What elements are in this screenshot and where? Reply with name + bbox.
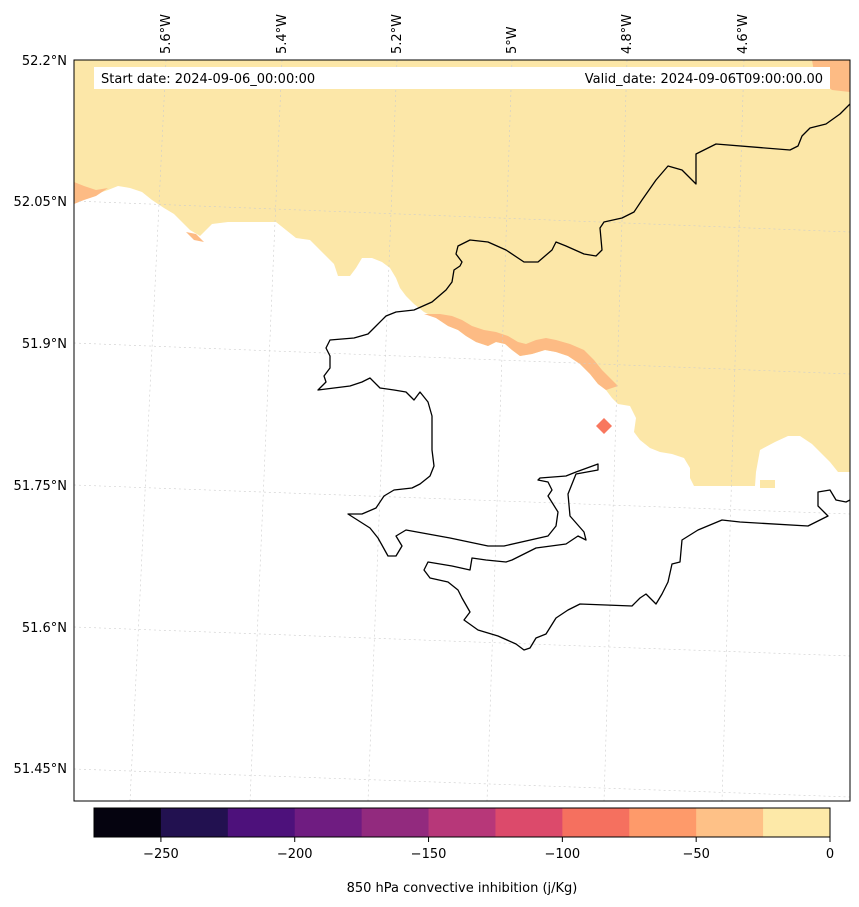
colorbar-frame	[93, 807, 831, 838]
colorbar-swatch	[428, 808, 496, 837]
colorbar-tick-label: −150	[411, 847, 447, 862]
meridian-5w	[486, 60, 513, 801]
colorbar-swatch	[294, 808, 363, 837]
cin-band-m25-to-m50-patch	[186, 232, 204, 242]
date-info-box: Start date: 2024-09-06_00:00:00 Valid_da…	[94, 67, 830, 89]
cin-band-m25-to-m50-west-edge	[74, 182, 108, 204]
cin-band-m75-to-m100-cell	[596, 418, 612, 434]
lat-label: 51.75°N	[14, 479, 67, 494]
lat-label: 51.45°N	[14, 762, 67, 777]
graticule	[74, 60, 850, 801]
colorbar-title: 850 hPa convective inhibition (j/Kg)	[347, 881, 578, 896]
valid-date-label: Valid_date: 2024-09-06T09:00:00.00	[585, 72, 823, 87]
colorbar-ticks: −250 −200 −150 −100 −50 0	[143, 837, 834, 862]
lat-label: 52.05°N	[14, 195, 67, 210]
colorbar-swatch	[94, 808, 162, 837]
lat-label: 52.2°N	[22, 54, 67, 69]
map-plot-area	[73, 59, 851, 802]
colorbar-swatch	[495, 808, 563, 837]
lat-label: 51.9°N	[22, 337, 67, 352]
meridian-4-6w	[721, 60, 745, 801]
date-info-background	[94, 67, 830, 89]
meridian-5-2w	[367, 60, 398, 801]
map-frame	[73, 59, 851, 802]
colorbar-swatch	[361, 808, 430, 837]
coastline	[317, 103, 850, 651]
meridian-4-8w	[603, 60, 628, 801]
meridian-5-6w	[129, 60, 167, 801]
colorbar-swatch	[227, 808, 296, 837]
lon-label: 5°W	[505, 26, 520, 54]
coastline-main	[317, 103, 850, 651]
colorbar-swatch	[562, 808, 630, 837]
longitude-labels: 5.6°W 5.4°W 5.2°W 5°W 4.8°W 4.6°W	[159, 14, 751, 54]
lon-label: 5.2°W	[390, 14, 405, 54]
lon-label: 4.8°W	[620, 14, 635, 54]
lon-label: 5.6°W	[159, 14, 174, 54]
lon-label: 5.4°W	[275, 14, 290, 54]
colorbar-swatches	[94, 808, 831, 837]
lat-label: 51.6°N	[22, 621, 67, 636]
cin-band-0-to-m25	[74, 60, 850, 486]
colorbar-tick-label: −100	[545, 847, 581, 862]
latitude-labels: 52.2°N 52.05°N 51.9°N 51.75°N 51.6°N 51.…	[14, 54, 67, 777]
cin-band-m25-to-m50-south	[424, 314, 618, 390]
meridian-5-4w	[249, 60, 283, 801]
colorbar-swatch	[696, 808, 764, 837]
colorbar: −250 −200 −150 −100 −50 0 850 hPa convective …	[93, 807, 834, 896]
colorbar-tick-label: −50	[682, 847, 709, 862]
colorbar-tick-label: −250	[143, 847, 179, 862]
colorbar-tick-label: 0	[826, 847, 834, 862]
colorbar-swatch	[763, 808, 831, 837]
cin-band-0-to-m25-cell	[760, 480, 775, 488]
lon-label: 4.6°W	[736, 14, 751, 54]
cin-fill-layer	[74, 60, 850, 488]
start-date-label: Start date: 2024-09-06_00:00:00	[101, 72, 315, 87]
colorbar-tick-label: −200	[277, 847, 313, 862]
colorbar-swatch	[160, 808, 229, 837]
colorbar-swatch	[629, 808, 697, 837]
